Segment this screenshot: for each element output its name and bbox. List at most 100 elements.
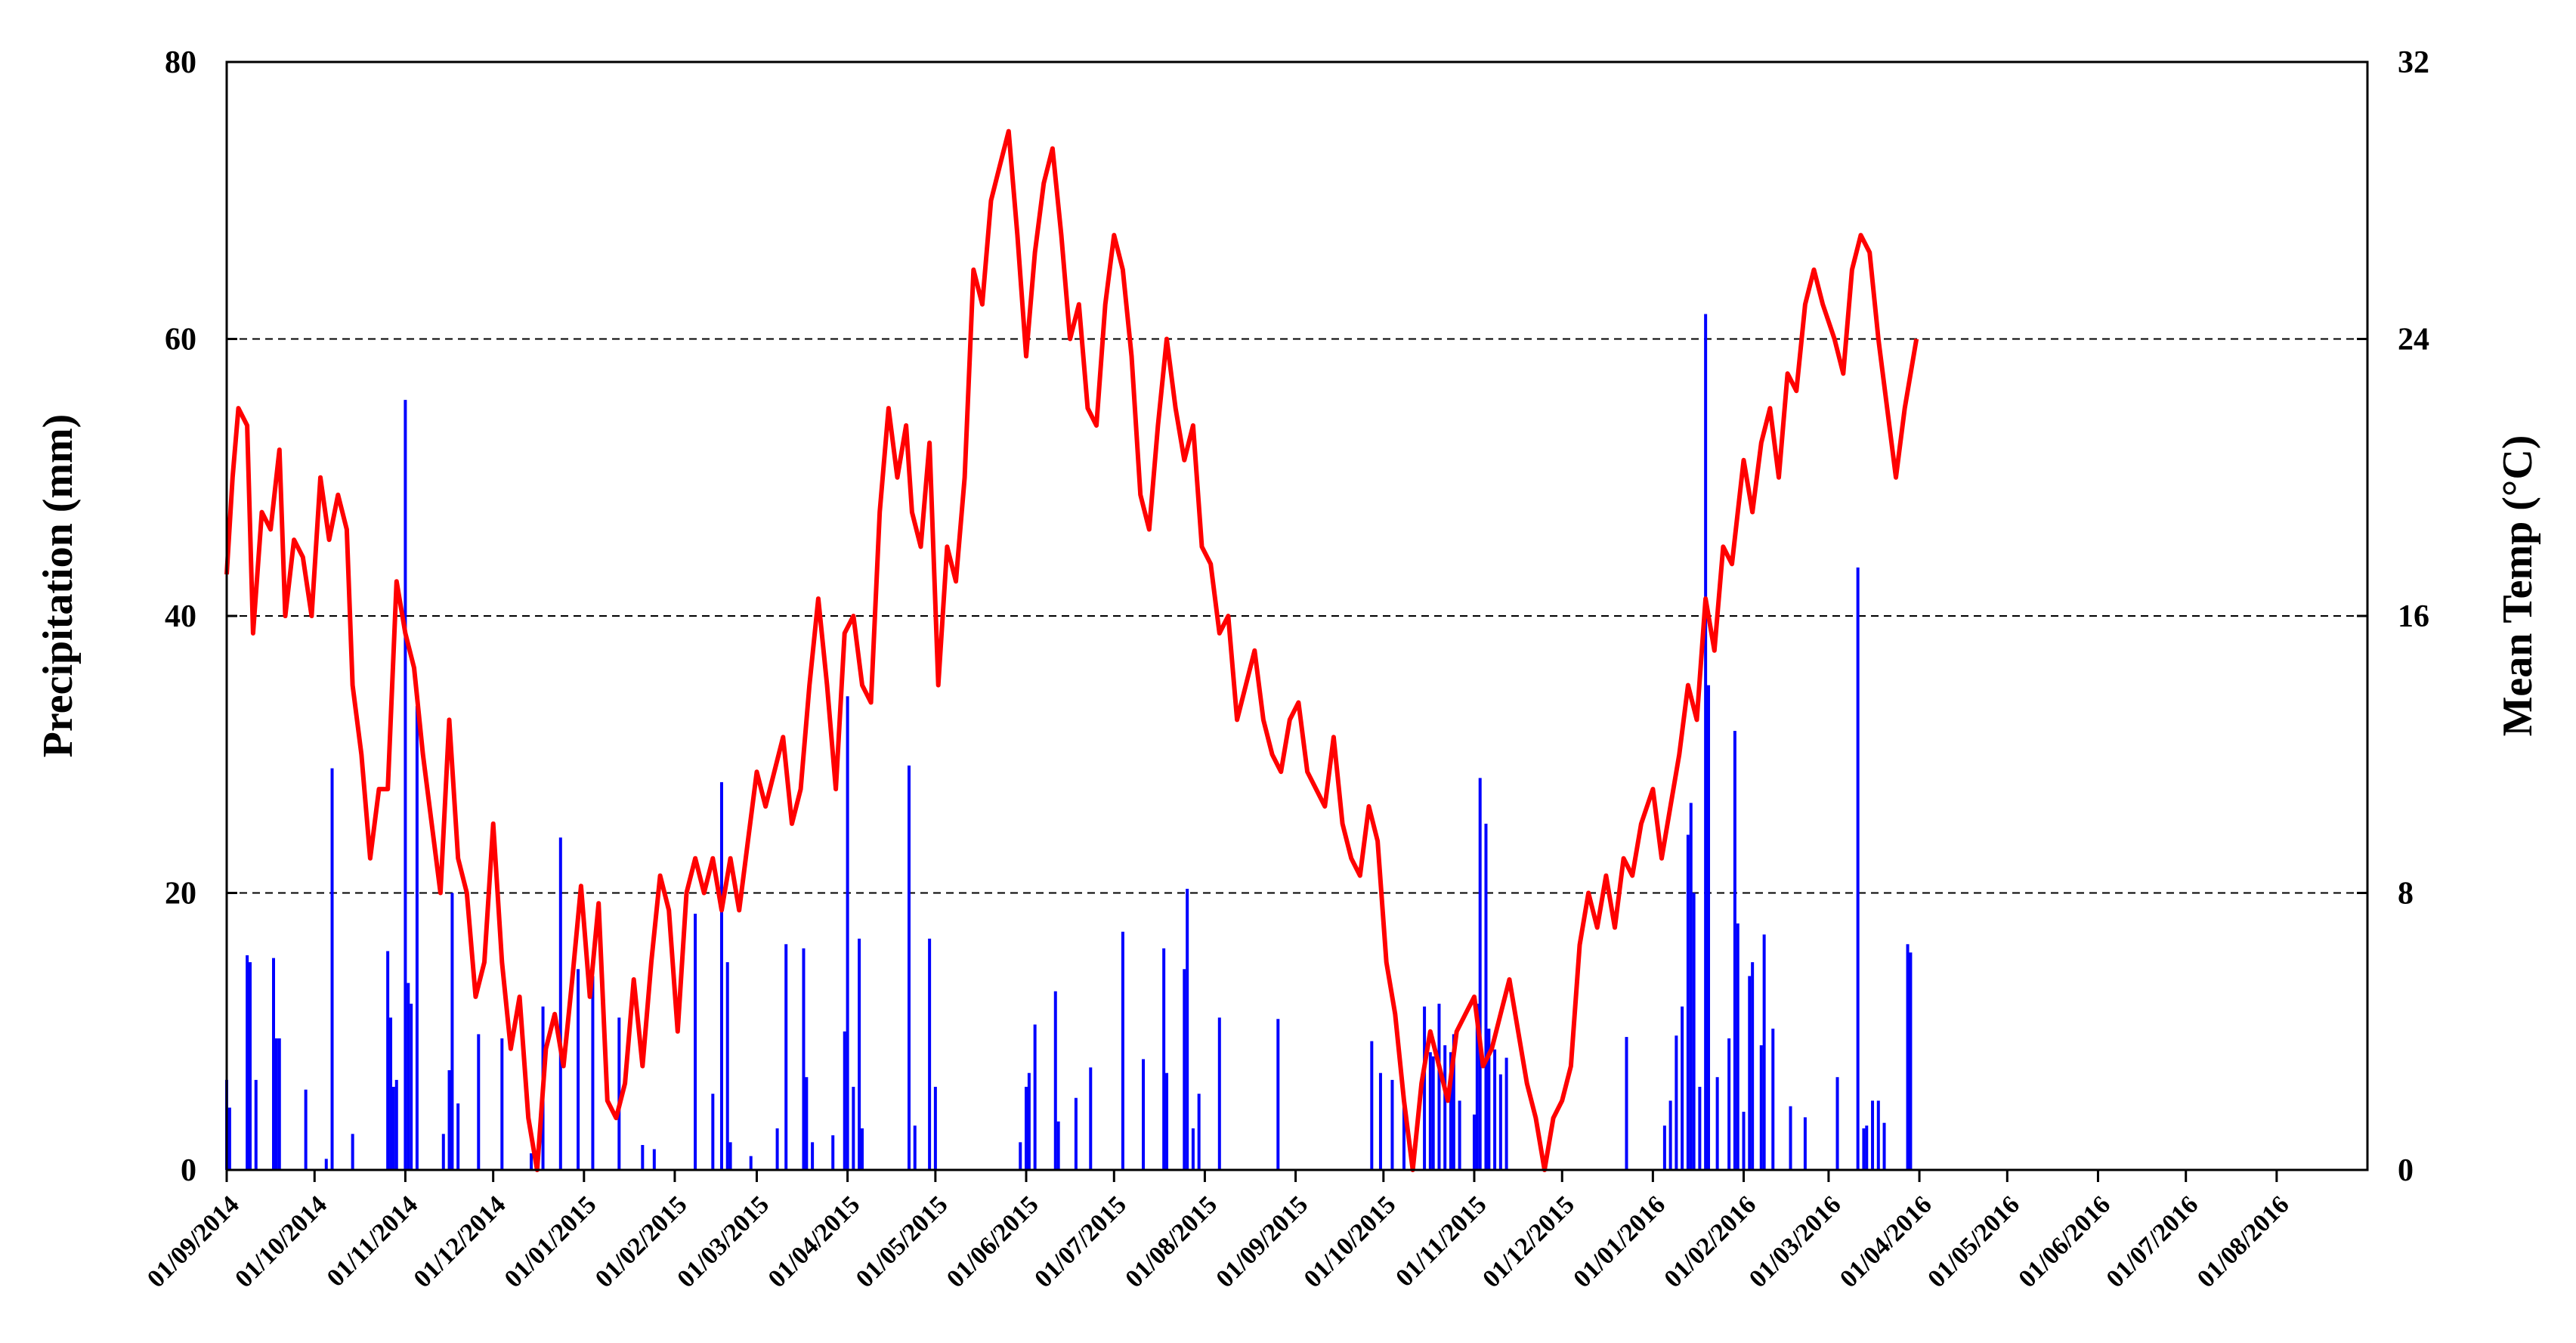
precip-bar	[450, 893, 454, 1170]
precip-bar	[617, 1017, 621, 1170]
precip-bar	[1771, 1029, 1775, 1170]
precip-bar	[351, 1134, 354, 1170]
precip-bar	[1625, 1037, 1628, 1170]
precip-bar	[1906, 944, 1910, 1170]
precip-bar	[1053, 991, 1057, 1170]
precip-bar	[1183, 969, 1186, 1170]
temperature-series-line	[224, 128, 1919, 1172]
x-tick-label: 01/12/2014	[409, 1190, 512, 1293]
precip-bar	[1019, 1142, 1022, 1170]
precip-bar	[330, 768, 334, 1170]
y-left-tick-label: 40	[165, 599, 196, 634]
precip-bar	[1668, 1100, 1672, 1170]
precip-bar	[1882, 1122, 1886, 1170]
x-tick-label: 01/02/2016	[1659, 1190, 1761, 1293]
precip-bar	[1478, 778, 1482, 1170]
axis-ticks: 0204060800816243201/09/201401/10/201401/…	[142, 45, 2429, 1293]
precip-bar	[1191, 1128, 1195, 1170]
precip-bar	[1751, 962, 1755, 1170]
precip-bar	[933, 1087, 937, 1170]
precip-bar	[1803, 1117, 1807, 1170]
precip-bar	[386, 951, 390, 1170]
precip-bar	[1742, 1112, 1746, 1170]
precip-bar	[811, 1142, 815, 1170]
precip-bar	[805, 1077, 809, 1170]
x-tick-label: 01/05/2015	[851, 1190, 954, 1293]
precip-bar	[1835, 1077, 1839, 1170]
precip-bar	[928, 938, 932, 1170]
x-tick-label: 01/01/2016	[1568, 1190, 1671, 1293]
precip-bar	[1370, 1041, 1374, 1170]
precip-bar	[1689, 803, 1693, 1170]
precip-bar	[1698, 1087, 1702, 1170]
precip-bar	[407, 982, 410, 1170]
y-axis-left-label: Precipitation (mm)	[35, 414, 82, 758]
precip-bar	[1681, 1006, 1684, 1170]
precip-bar	[277, 1038, 281, 1170]
precip-bar	[1027, 1072, 1031, 1170]
gridlines	[227, 61, 2367, 894]
x-tick-label: 01/10/2014	[230, 1190, 332, 1293]
precip-bar	[530, 1153, 533, 1170]
precip-bar	[577, 969, 580, 1170]
precip-bar	[775, 1128, 779, 1170]
precip-bar	[846, 696, 849, 1170]
precip-bar	[1443, 1045, 1447, 1170]
precip-bar	[1186, 889, 1189, 1170]
precip-bar	[1498, 1074, 1502, 1170]
precip-bar	[1865, 1125, 1869, 1170]
precip-bar	[1662, 1125, 1666, 1170]
precip-bar	[843, 1031, 846, 1170]
precip-bar	[858, 938, 861, 1170]
precip-bar	[1449, 1052, 1452, 1170]
x-tick-label: 01/08/2016	[2192, 1190, 2295, 1293]
precip-bar	[500, 1038, 504, 1170]
precip-bar	[1056, 1121, 1060, 1170]
precip-bar	[1686, 834, 1690, 1170]
x-tick-label: 01/11/2015	[1390, 1190, 1492, 1292]
x-tick-label: 01/04/2015	[763, 1190, 866, 1293]
precip-bar	[1025, 1087, 1028, 1170]
precip-bar	[1707, 685, 1711, 1170]
precip-bar	[447, 1070, 451, 1170]
precip-bar	[860, 1128, 864, 1170]
precip-bar	[652, 1149, 656, 1170]
x-tick-label: 01/03/2016	[1744, 1190, 1847, 1293]
y-left-tick-label: 0	[181, 1153, 196, 1188]
precip-bar	[1121, 931, 1124, 1170]
precip-bar	[913, 1125, 917, 1170]
x-tick-label: 01/11/2014	[322, 1190, 423, 1292]
y-right-tick-label: 32	[2398, 45, 2429, 80]
precip-bar	[1762, 934, 1766, 1170]
precip-bar	[1378, 1072, 1382, 1170]
precip-bar	[1428, 1052, 1432, 1170]
precip-bar	[1715, 1077, 1719, 1170]
x-tick-label: 01/07/2015	[1029, 1190, 1132, 1293]
precip-bar	[410, 1004, 413, 1170]
precip-bar	[249, 962, 252, 1170]
precip-bar	[246, 955, 249, 1170]
precip-bar	[694, 913, 697, 1170]
x-tick-label: 01/09/2015	[1211, 1190, 1314, 1293]
x-tick-label: 01/06/2015	[942, 1190, 1044, 1293]
precip-bar	[391, 1087, 395, 1170]
precip-bar	[725, 962, 729, 1170]
precip-bar	[1197, 1094, 1201, 1170]
x-tick-label: 01/10/2015	[1299, 1190, 1402, 1293]
precip-bar	[719, 781, 723, 1170]
y-left-tick-label: 80	[165, 45, 196, 80]
precip-bar	[1862, 1128, 1866, 1170]
precip-bar	[404, 400, 407, 1170]
precip-bar	[1437, 1004, 1441, 1170]
x-tick-label: 01/05/2016	[1922, 1190, 2025, 1293]
precip-bar	[1472, 1114, 1476, 1170]
y-right-tick-label: 8	[2398, 877, 2414, 911]
x-tick-label: 01/04/2016	[1835, 1190, 1937, 1293]
precip-bar	[1876, 1100, 1880, 1170]
precip-bar	[1452, 1034, 1455, 1170]
precip-bar	[1909, 952, 1913, 1170]
precip-bar	[1458, 1100, 1461, 1170]
precip-bar	[1484, 823, 1488, 1170]
precip-bar	[456, 1103, 460, 1170]
